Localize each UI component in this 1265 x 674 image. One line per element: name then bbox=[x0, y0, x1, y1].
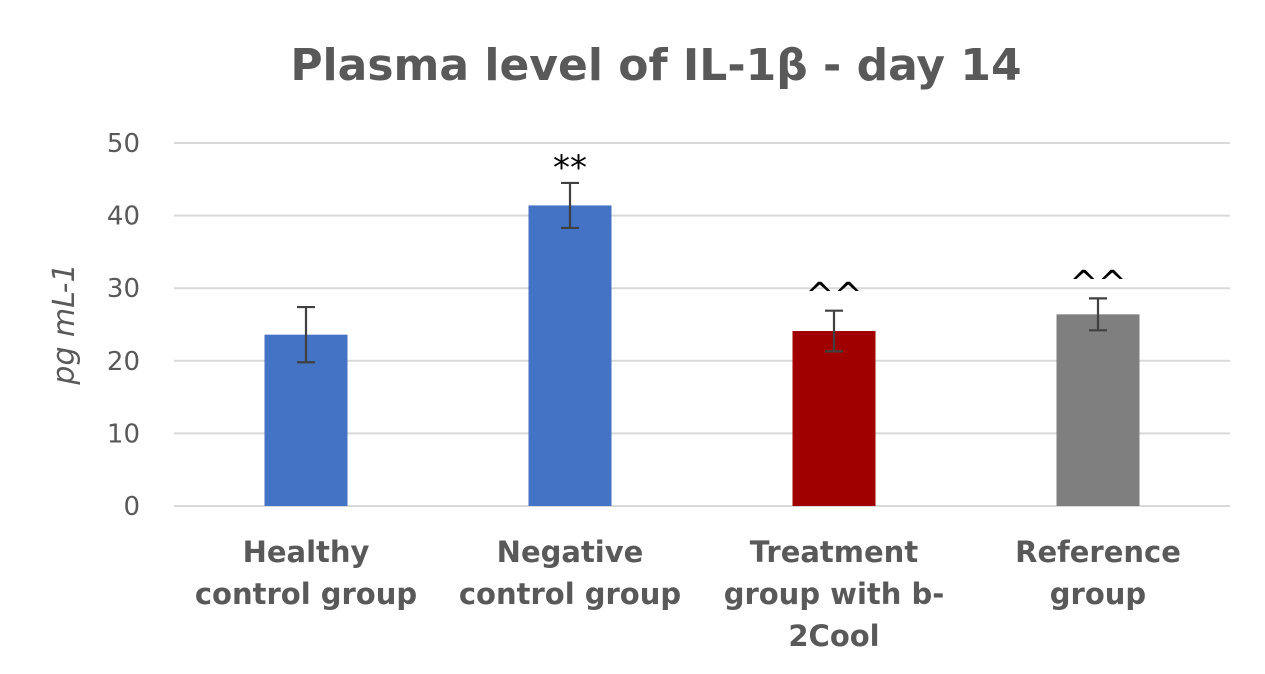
significance-marker: ^^ bbox=[1070, 263, 1127, 303]
y-tick-label: 20 bbox=[107, 347, 140, 377]
bars bbox=[264, 205, 1140, 506]
y-tick-label: 0 bbox=[123, 492, 140, 522]
y-tick-label: 10 bbox=[107, 419, 140, 449]
error-bar bbox=[1089, 297, 1107, 332]
y-tick-label: 40 bbox=[107, 202, 140, 232]
bar bbox=[528, 205, 612, 506]
y-axis-ticks: 0 10 20 30 40 50 bbox=[107, 129, 140, 522]
error-bar bbox=[825, 309, 843, 353]
error-bar bbox=[561, 181, 579, 230]
y-tick-label: 50 bbox=[107, 129, 140, 159]
x-tick-label: Reference group bbox=[1015, 535, 1181, 611]
y-tick-label: 30 bbox=[107, 274, 140, 304]
x-tick-label: Treatment group with b-2Cool bbox=[724, 535, 945, 653]
significance-annotations: ** ^^ ^^ bbox=[553, 148, 1126, 316]
chart-title: Plasma level of IL-1β - day 14 bbox=[290, 40, 1021, 91]
x-tick-label: Healthy control group bbox=[195, 535, 417, 611]
significance-marker: ^^ bbox=[806, 276, 863, 316]
x-axis-category-labels: Healthy control group Negative control grou… bbox=[195, 535, 1181, 653]
bar bbox=[1056, 314, 1140, 506]
error-bar bbox=[297, 305, 315, 364]
bar bbox=[792, 331, 876, 506]
y-axis-label: pg mL-1 bbox=[47, 263, 82, 385]
x-tick-label: Negative control group bbox=[459, 535, 681, 611]
significance-marker: ** bbox=[553, 148, 587, 188]
gridlines bbox=[174, 142, 1230, 507]
error-bars bbox=[297, 181, 1107, 364]
